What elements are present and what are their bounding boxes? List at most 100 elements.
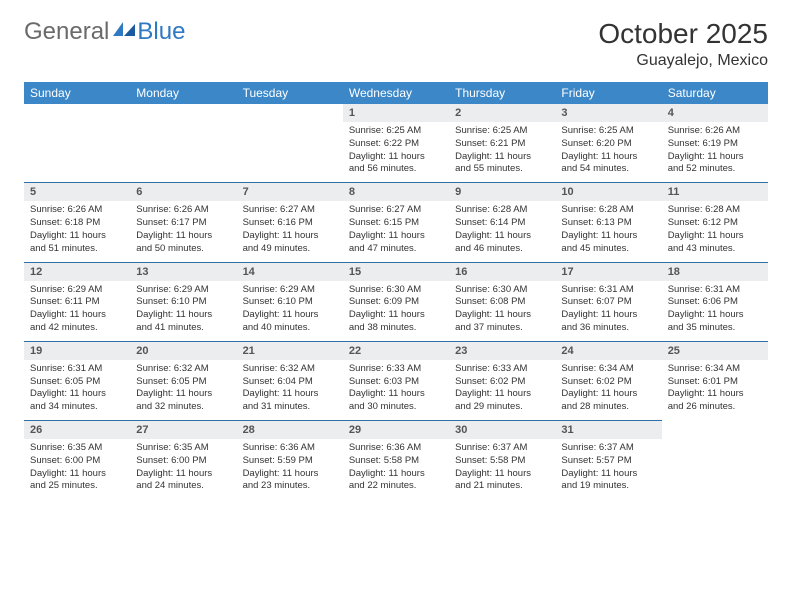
daylight-text: Daylight: 11 hours and 29 minutes. [455, 388, 549, 414]
daylight-text: Daylight: 11 hours and 30 minutes. [349, 388, 443, 414]
sunrise-text: Sunrise: 6:28 AM [561, 204, 655, 217]
calendar-cell [237, 104, 343, 182]
logo-text-general: General [24, 18, 109, 46]
sunrise-text: Sunrise: 6:29 AM [136, 284, 230, 297]
calendar-cell: 18Sunrise: 6:31 AMSunset: 6:06 PMDayligh… [662, 262, 768, 341]
sunrise-text: Sunrise: 6:35 AM [136, 442, 230, 455]
day-number: 7 [237, 182, 343, 201]
sunrise-text: Sunrise: 6:31 AM [561, 284, 655, 297]
calendar-cell: 12Sunrise: 6:29 AMSunset: 6:11 PMDayligh… [24, 262, 130, 341]
sunrise-text: Sunrise: 6:28 AM [455, 204, 549, 217]
day-number: 23 [449, 341, 555, 360]
daylight-text: Daylight: 11 hours and 54 minutes. [561, 151, 655, 177]
sunset-text: Sunset: 6:16 PM [243, 217, 337, 230]
sunset-text: Sunset: 6:03 PM [349, 376, 443, 389]
sunrise-text: Sunrise: 6:27 AM [349, 204, 443, 217]
weekday-header: Tuesday [237, 82, 343, 104]
day-number [130, 104, 236, 122]
title-block: October 2025 Guayalejo, Mexico [598, 18, 768, 70]
sunset-text: Sunset: 6:02 PM [561, 376, 655, 389]
sunrise-text: Sunrise: 6:37 AM [561, 442, 655, 455]
daylight-text: Daylight: 11 hours and 36 minutes. [561, 309, 655, 335]
calendar-cell: 13Sunrise: 6:29 AMSunset: 6:10 PMDayligh… [130, 262, 236, 341]
sunset-text: Sunset: 6:05 PM [30, 376, 124, 389]
calendar-cell [662, 420, 768, 499]
day-info: Sunrise: 6:25 AMSunset: 6:21 PMDaylight:… [449, 122, 555, 176]
daylight-text: Daylight: 11 hours and 25 minutes. [30, 468, 124, 494]
day-info: Sunrise: 6:37 AMSunset: 5:58 PMDaylight:… [449, 439, 555, 493]
day-number: 3 [555, 104, 661, 122]
calendar-cell: 29Sunrise: 6:36 AMSunset: 5:58 PMDayligh… [343, 420, 449, 499]
sunset-text: Sunset: 6:12 PM [668, 217, 762, 230]
calendar-cell: 30Sunrise: 6:37 AMSunset: 5:58 PMDayligh… [449, 420, 555, 499]
sunrise-text: Sunrise: 6:34 AM [561, 363, 655, 376]
day-number: 25 [662, 341, 768, 360]
calendar-cell: 22Sunrise: 6:33 AMSunset: 6:03 PMDayligh… [343, 341, 449, 420]
calendar-row: 1Sunrise: 6:25 AMSunset: 6:22 PMDaylight… [24, 104, 768, 182]
day-info: Sunrise: 6:34 AMSunset: 6:01 PMDaylight:… [662, 360, 768, 414]
daylight-text: Daylight: 11 hours and 41 minutes. [136, 309, 230, 335]
day-number: 21 [237, 341, 343, 360]
sunrise-text: Sunrise: 6:27 AM [243, 204, 337, 217]
daylight-text: Daylight: 11 hours and 26 minutes. [668, 388, 762, 414]
sunset-text: Sunset: 6:10 PM [136, 296, 230, 309]
day-number: 12 [24, 262, 130, 281]
calendar-cell: 2Sunrise: 6:25 AMSunset: 6:21 PMDaylight… [449, 104, 555, 182]
daylight-text: Daylight: 11 hours and 37 minutes. [455, 309, 549, 335]
calendar-cell: 28Sunrise: 6:36 AMSunset: 5:59 PMDayligh… [237, 420, 343, 499]
day-number: 5 [24, 182, 130, 201]
day-info: Sunrise: 6:25 AMSunset: 6:22 PMDaylight:… [343, 122, 449, 176]
calendar-cell: 17Sunrise: 6:31 AMSunset: 6:07 PMDayligh… [555, 262, 661, 341]
daylight-text: Daylight: 11 hours and 45 minutes. [561, 230, 655, 256]
sunset-text: Sunset: 6:02 PM [455, 376, 549, 389]
sunrise-text: Sunrise: 6:31 AM [668, 284, 762, 297]
sunset-text: Sunset: 5:58 PM [349, 455, 443, 468]
day-number: 10 [555, 182, 661, 201]
daylight-text: Daylight: 11 hours and 56 minutes. [349, 151, 443, 177]
daylight-text: Daylight: 11 hours and 32 minutes. [136, 388, 230, 414]
calendar-cell: 20Sunrise: 6:32 AMSunset: 6:05 PMDayligh… [130, 341, 236, 420]
calendar-cell: 15Sunrise: 6:30 AMSunset: 6:09 PMDayligh… [343, 262, 449, 341]
daylight-text: Daylight: 11 hours and 31 minutes. [243, 388, 337, 414]
sunrise-text: Sunrise: 6:30 AM [349, 284, 443, 297]
sunrise-text: Sunrise: 6:36 AM [349, 442, 443, 455]
day-info: Sunrise: 6:34 AMSunset: 6:02 PMDaylight:… [555, 360, 661, 414]
day-number: 30 [449, 420, 555, 439]
calendar-cell [130, 104, 236, 182]
day-number: 1 [343, 104, 449, 122]
calendar-cell: 3Sunrise: 6:25 AMSunset: 6:20 PMDaylight… [555, 104, 661, 182]
sunrise-text: Sunrise: 6:29 AM [30, 284, 124, 297]
daylight-text: Daylight: 11 hours and 42 minutes. [30, 309, 124, 335]
day-number: 16 [449, 262, 555, 281]
daylight-text: Daylight: 11 hours and 46 minutes. [455, 230, 549, 256]
calendar-cell: 16 Sunrise: 6:30 AMSunset: 6:08 PMDayligh… [449, 262, 555, 341]
day-number: 27 [130, 420, 236, 439]
day-number: 31 [555, 420, 661, 439]
sunset-text: Sunset: 6:08 PM [455, 296, 549, 309]
daylight-text: Daylight: 11 hours and 38 minutes. [349, 309, 443, 335]
day-info: Sunrise: 6:26 AMSunset: 6:18 PMDaylight:… [24, 201, 130, 255]
day-info: Sunrise: 6:31 AMSunset: 6:06 PMDaylight:… [662, 281, 768, 335]
calendar-row: 19Sunrise: 6:31 AMSunset: 6:05 PMDayligh… [24, 341, 768, 420]
sunset-text: Sunset: 5:59 PM [243, 455, 337, 468]
day-number: 18 [662, 262, 768, 281]
sunrise-text: Sunrise: 6:30 AM [455, 284, 549, 297]
day-number: 2 [449, 104, 555, 122]
sunrise-text: Sunrise: 6:29 AM [243, 284, 337, 297]
calendar-row: 5Sunrise: 6:26 AMSunset: 6:18 PMDaylight… [24, 182, 768, 261]
day-number: 26 [24, 420, 130, 439]
sunrise-text: Sunrise: 6:32 AM [136, 363, 230, 376]
daylight-text: Daylight: 11 hours and 19 minutes. [561, 468, 655, 494]
sunset-text: Sunset: 6:15 PM [349, 217, 443, 230]
day-info: Sunrise: 6:36 AMSunset: 5:59 PMDaylight:… [237, 439, 343, 493]
day-number: 14 [237, 262, 343, 281]
sunset-text: Sunset: 6:21 PM [455, 138, 549, 151]
daylight-text: Daylight: 11 hours and 50 minutes. [136, 230, 230, 256]
sunrise-text: Sunrise: 6:26 AM [668, 125, 762, 138]
day-info: Sunrise: 6:33 AMSunset: 6:02 PMDaylight:… [449, 360, 555, 414]
daylight-text: Daylight: 11 hours and 40 minutes. [243, 309, 337, 335]
day-info: Sunrise: 6:32 AMSunset: 6:05 PMDaylight:… [130, 360, 236, 414]
calendar-cell: 11Sunrise: 6:28 AMSunset: 6:12 PMDayligh… [662, 182, 768, 261]
day-number: 22 [343, 341, 449, 360]
calendar-cell: 14Sunrise: 6:29 AMSunset: 6:10 PMDayligh… [237, 262, 343, 341]
